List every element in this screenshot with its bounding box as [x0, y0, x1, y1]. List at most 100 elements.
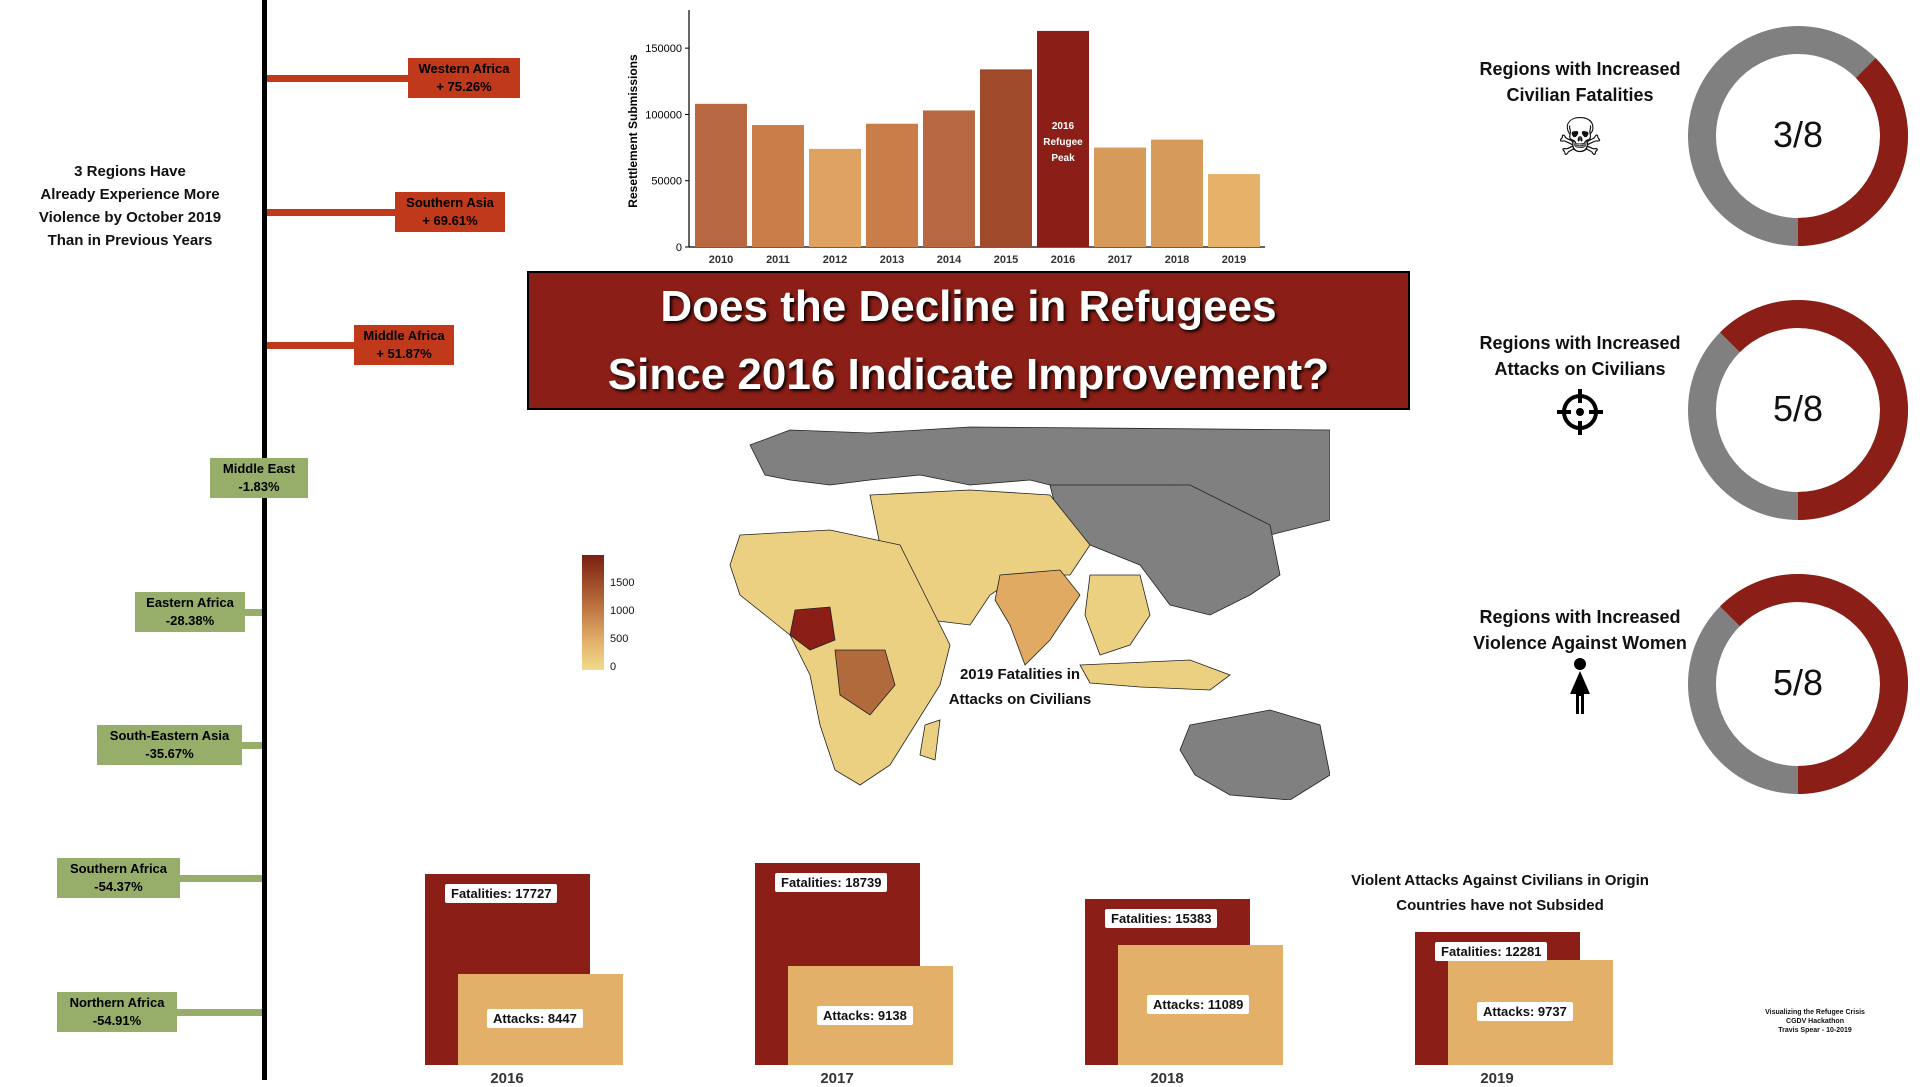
- crosshair-dot: [1576, 408, 1584, 416]
- region-bar: [170, 1009, 262, 1016]
- region-label: Southern Africa -54.37%: [57, 858, 180, 898]
- x-tick-label: 2011: [766, 254, 790, 266]
- y-tick-label: 150000: [645, 43, 682, 55]
- region-change: -35.67%: [145, 746, 194, 761]
- region-change: -1.83%: [238, 479, 280, 494]
- year-label: 2019: [1480, 1070, 1514, 1087]
- crosshair-icon-svg: [1557, 389, 1603, 435]
- resettlement-bar: [866, 123, 918, 247]
- region-name: South-Eastern Asia: [109, 728, 230, 743]
- region-bar: [237, 742, 262, 749]
- donut-chart: [1688, 574, 1908, 794]
- region-bar: [267, 75, 412, 82]
- resettlement-bar: [695, 103, 747, 247]
- x-tick-label: 2019: [1222, 254, 1246, 266]
- y-tick-label: 0: [676, 242, 682, 254]
- region-name: Middle East: [222, 461, 296, 476]
- bar-annotation: Peak: [1051, 153, 1075, 164]
- donut-value: [1688, 300, 1908, 520]
- attacks-label: Attacks: 11089: [1147, 995, 1250, 1015]
- region-bar: [267, 209, 402, 216]
- skull-crossbones-icon: ☠: [1556, 109, 1604, 167]
- resettlement-bar: [980, 69, 1032, 248]
- x-tick-label: 2018: [1165, 254, 1189, 266]
- legend-color-scale: [582, 555, 604, 670]
- attacks-label: Attacks: 8447: [487, 1009, 583, 1029]
- resettlement-bar: [752, 125, 804, 247]
- region-change: + 69.61%: [422, 213, 478, 228]
- fatalities-label: Fatalities: 18739: [775, 872, 888, 892]
- attacks-chart-title: Violent Attacks Against Civilians in Ori…: [1351, 872, 1649, 914]
- map-region-se-asia: [1084, 574, 1151, 656]
- resettlement-bar: [809, 148, 861, 247]
- woman-icon-head: [1574, 658, 1586, 670]
- resettlement-bar: [1151, 139, 1203, 247]
- region-label: Southern Asia + 69.61%: [395, 192, 505, 232]
- fatalities-label: Fatalities: 12281: [1435, 942, 1548, 962]
- region-change: + 51.87%: [376, 346, 432, 361]
- resettlement-bar: [1037, 30, 1089, 248]
- crosshair-lines: [1557, 389, 1603, 435]
- credits: Visualizing the Refugee Crisis CGDV Hack…: [1765, 1009, 1865, 1034]
- map-title: 2019 Fatalities in Attacks on Civilians: [948, 666, 1092, 708]
- region-change: -54.91%: [92, 1013, 142, 1028]
- region-label: South-Eastern Asia -35.67%: [97, 725, 242, 765]
- y-axis-label: Resettlement Submissions: [626, 54, 640, 208]
- donut-chart: [1688, 26, 1908, 246]
- legend-tick: 500: [610, 633, 629, 645]
- year-label: 2018: [1150, 1070, 1184, 1087]
- map-region-australia: [1179, 709, 1330, 800]
- donut-title: Regions with Increased Attacks on Civili…: [1479, 333, 1681, 379]
- donut-value: [1688, 574, 1908, 794]
- timeline-axis: [262, 0, 267, 1080]
- donut-label: 5/8: [1772, 388, 1824, 429]
- donut-value: [1688, 26, 1908, 246]
- woman-icon: [1545, 656, 1615, 729]
- x-tick-label: 2013: [880, 254, 904, 266]
- donut-title: Regions with Increased Civilian Fataliti…: [1479, 59, 1681, 105]
- region-label: Northern Africa -54.91%: [57, 992, 177, 1032]
- region-label: Middle Africa + 51.87%: [354, 325, 454, 365]
- year-label: 2016: [490, 1070, 524, 1087]
- x-tick-label: 2010: [709, 254, 733, 266]
- map-region-nigeria: [789, 606, 836, 651]
- year-label: 2017: [820, 1070, 854, 1087]
- fatalities-label: Fatalities: 15383: [1105, 908, 1218, 928]
- map-region-drc: [834, 649, 896, 716]
- page-title: Does the Decline in Refugees Since 2016 …: [527, 271, 1410, 410]
- region-name: Middle Africa: [363, 328, 445, 343]
- legend-tick: 0: [610, 661, 617, 673]
- region-change: -54.37%: [94, 879, 143, 894]
- region-bar: [267, 342, 362, 349]
- donut-label: 5/8: [1772, 662, 1824, 703]
- donut-title: Regions with Increased Violence Against …: [1473, 607, 1687, 653]
- x-tick-label: 2017: [1108, 254, 1132, 266]
- region-bar: [240, 609, 262, 616]
- attacks-label: Attacks: 9737: [1477, 1002, 1573, 1022]
- legend-tick: 1500: [610, 577, 635, 589]
- y-tick-label: 50000: [651, 176, 682, 188]
- attacks-label: Attacks: 9138: [817, 1005, 913, 1025]
- regions-note: 3 Regions Have Already Experience More V…: [38, 163, 222, 249]
- donut-label: 3/8: [1772, 114, 1824, 155]
- region-change: -28.38%: [165, 613, 215, 628]
- map-legend: [582, 555, 604, 670]
- x-tick-label: 2012: [823, 254, 847, 266]
- bar-annotation: 2016: [1052, 121, 1075, 132]
- region-bar: [172, 875, 262, 882]
- region-name: Eastern Africa: [146, 595, 234, 610]
- region-name: Southern Asia: [406, 195, 494, 210]
- y-tick-label: 100000: [645, 109, 682, 121]
- map-region-madagascar: [919, 719, 941, 761]
- resettlement-bar: [923, 110, 975, 247]
- crosshair-icon: [1545, 382, 1615, 450]
- bar-annotation: Refugee: [1043, 137, 1083, 148]
- resettlement-bar: [1094, 147, 1146, 247]
- region-name: Southern Africa: [69, 861, 168, 876]
- x-tick-label: 2015: [994, 254, 1018, 266]
- region-name: Western Africa: [418, 61, 510, 76]
- region-label: Middle East -1.83%: [210, 458, 308, 498]
- fatalities-map: [729, 426, 1330, 800]
- region-label: Eastern Africa -28.38%: [135, 592, 245, 632]
- donut-chart: [1688, 300, 1908, 520]
